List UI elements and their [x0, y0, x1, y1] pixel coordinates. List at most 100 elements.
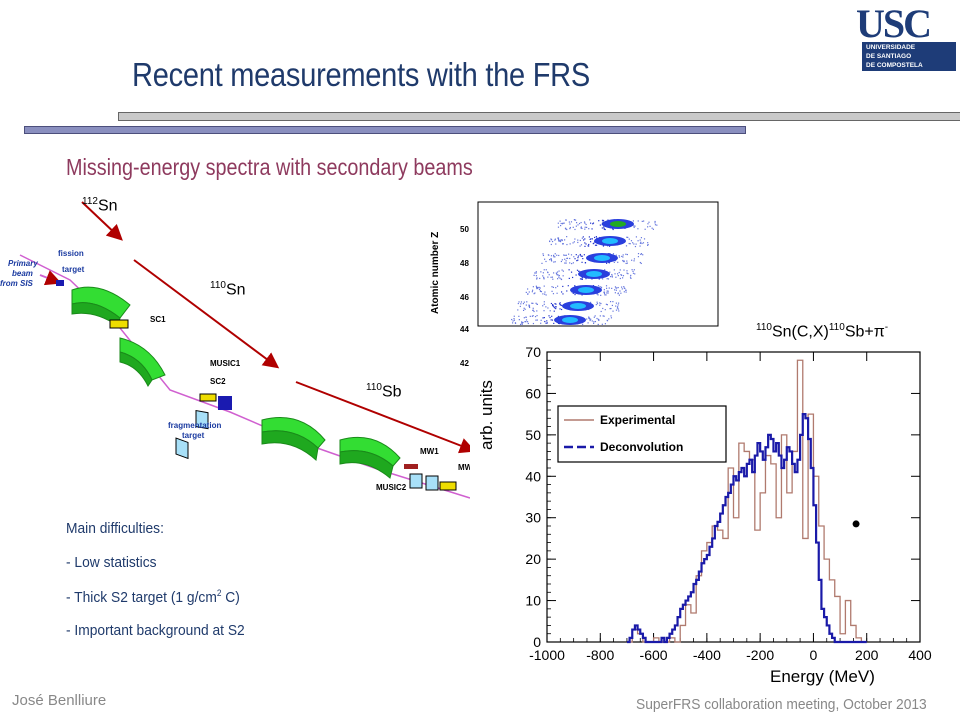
y-tick-label: 30 [525, 510, 541, 526]
z-plot-cluster-core [594, 255, 610, 261]
z-plot-point [513, 315, 515, 317]
z-plot-point [557, 238, 559, 240]
z-plot-point [532, 309, 534, 311]
z-plot-point [560, 260, 563, 263]
z-plot-point [567, 253, 570, 255]
z-plot-point [615, 305, 617, 307]
z-plot-point [555, 306, 557, 308]
z-plot-point [622, 259, 624, 262]
z-plot-point [617, 304, 619, 306]
z-plot-point [533, 310, 535, 313]
z-plot-point [533, 274, 535, 276]
z-plot-point [625, 262, 627, 265]
isotope-110sb: 110Sb [366, 382, 402, 401]
z-plot-point [576, 222, 578, 224]
z-plot-point [611, 276, 613, 278]
z-plot-point [531, 291, 533, 293]
z-plot-point [574, 258, 576, 260]
z-plot-point [595, 236, 597, 238]
z-plot-point [562, 243, 564, 245]
z-plot-point [538, 288, 541, 291]
z-plot-point [641, 220, 643, 222]
x-tick-label: -1000 [529, 647, 565, 663]
z-tick-44: 44 [460, 325, 469, 334]
z-plot-point [564, 239, 566, 241]
z-plot-point [592, 223, 594, 225]
z-plot-point [599, 315, 601, 317]
z-plot-point [577, 259, 579, 261]
z-plot-point [523, 317, 525, 319]
z-plot-point [532, 286, 534, 288]
z-plot-point [551, 290, 553, 292]
z-plot-point [621, 255, 623, 257]
x-axis-label: Energy (MeV) [770, 667, 875, 686]
z-plot-point [553, 306, 555, 308]
z-plot-point [590, 241, 592, 243]
z-plot-point [599, 286, 601, 288]
z-plot-point [579, 245, 581, 247]
z-plot-point [518, 319, 520, 321]
z-plot-point [585, 243, 587, 245]
z-plot-point [598, 220, 600, 222]
z-plot-point [628, 242, 630, 245]
z-plot-point [605, 287, 608, 289]
z-plot-point [589, 238, 591, 241]
dipole-3 [261, 417, 326, 461]
z-plot-point [647, 242, 649, 244]
z-plot-point [610, 307, 612, 310]
z-plot-point [615, 276, 617, 278]
z-plot-point [525, 316, 527, 318]
z-plot-point [614, 273, 616, 275]
z-plot-point [647, 223, 649, 225]
z-plot-point [554, 256, 556, 258]
z-plot-point [611, 304, 613, 307]
z-plot-point [545, 306, 547, 308]
z-plot-point [627, 236, 629, 239]
z-plot-point [642, 254, 644, 256]
z-plot-point [606, 292, 608, 294]
z-plot-point [603, 315, 605, 317]
z-plot-point [566, 290, 568, 292]
z-plot-point [600, 310, 602, 313]
z-plot-point [532, 307, 534, 309]
z-plot-point [594, 315, 596, 317]
z-plot-point [615, 309, 618, 311]
z-plot-point [606, 290, 608, 292]
series-deconvolution [626, 413, 867, 644]
z-plot-point [566, 243, 568, 246]
z-plot-point [640, 253, 643, 255]
logo-text: USC [856, 1, 932, 46]
z-plot-point [526, 301, 528, 303]
z-plot-point [584, 238, 586, 240]
z-plot-point [548, 315, 550, 317]
z-plot-point [574, 238, 576, 240]
z-plot-point [616, 307, 619, 309]
z-plot-point [574, 228, 576, 231]
sc2-detector [199, 393, 217, 402]
z-plot-point [536, 310, 538, 312]
z-plot-point [558, 303, 561, 305]
z-plot-point [643, 220, 645, 222]
z-plot-point [612, 253, 615, 255]
z-plot-point [622, 275, 625, 277]
primary-beam-label-2: beam [12, 269, 33, 278]
z-plot-point [633, 258, 636, 260]
z-plot-point [586, 226, 588, 229]
z-plot-point [565, 260, 567, 262]
z-plot-point [615, 289, 617, 291]
z-plot-point [560, 291, 563, 293]
sc2-label: SC2 [210, 377, 226, 386]
z-plot-point [544, 291, 546, 293]
z-plot-point [533, 293, 535, 295]
z-plot-point [549, 316, 551, 319]
z-plot-point [603, 227, 605, 229]
missing-energy-chart: -1000 -800 -600 -400 -200 0 200 400 0 10 20 30 40 50 6… [470, 340, 950, 690]
z-plot-point [527, 322, 529, 325]
logo-line-2: DE SANTIAGO [866, 53, 912, 60]
z-plot-point [521, 323, 523, 325]
z-plot-point [590, 318, 592, 320]
z-plot-point [640, 241, 642, 243]
z-plot-point [623, 291, 625, 293]
z-plot-point [569, 223, 571, 225]
z-plot-point [593, 316, 595, 318]
